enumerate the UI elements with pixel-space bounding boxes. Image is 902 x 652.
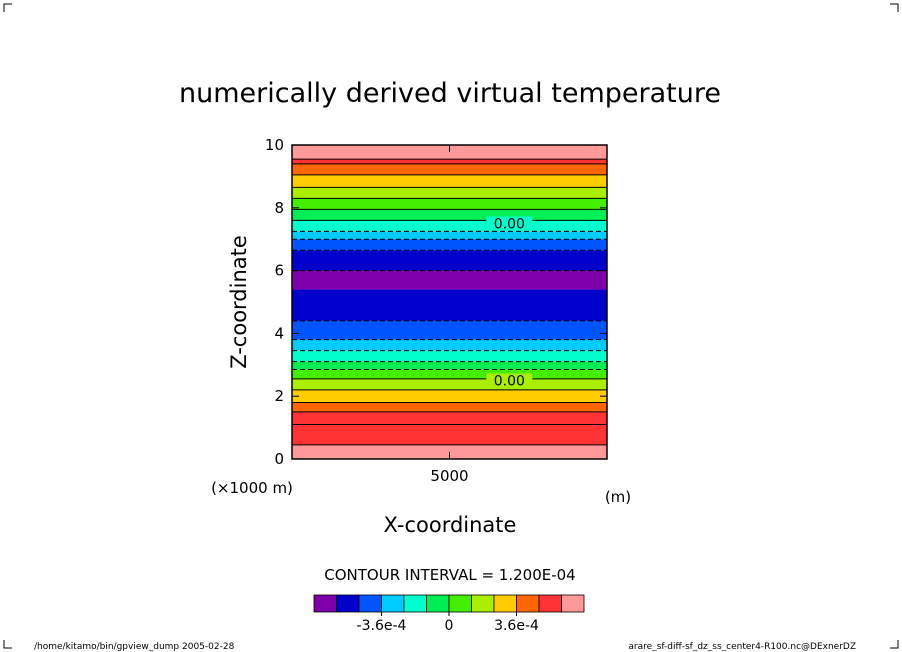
colorbar-cell <box>381 594 405 613</box>
band <box>292 320 607 340</box>
contour-label-bg <box>486 373 533 388</box>
colorbar-cell <box>561 594 585 613</box>
corner-marks <box>3 3 899 649</box>
colorbar-cell <box>313 594 337 613</box>
band <box>292 270 607 290</box>
band <box>292 444 607 459</box>
z-unit-label: (×1000 m) <box>211 479 293 497</box>
band <box>292 361 607 370</box>
contour-label: 0.00 <box>494 217 525 233</box>
y-tick-label: 10 <box>265 136 284 154</box>
band <box>292 209 607 221</box>
band <box>292 239 607 251</box>
x-tick-label: 5000 <box>430 467 468 485</box>
band <box>292 187 607 199</box>
contour-interval-text: CONTOUR INTERVAL = 1.200E-04 <box>324 566 575 584</box>
band <box>292 411 607 425</box>
contour-labels: 0.00 0.00 <box>486 216 533 390</box>
band <box>292 159 607 164</box>
colorbar-cell <box>516 594 540 613</box>
band <box>292 389 607 403</box>
band <box>292 145 607 160</box>
y-tick-label: 2 <box>274 387 284 405</box>
band <box>292 378 607 390</box>
x-unit-label: (m) <box>605 488 631 506</box>
band <box>292 163 607 175</box>
contour-lines <box>292 158 607 446</box>
x-axis-label: X-coordinate <box>384 513 517 537</box>
colorbar <box>313 594 585 613</box>
band <box>292 174 607 188</box>
colorbar-label: -3.6e-4 <box>357 618 407 634</box>
band <box>292 350 607 362</box>
footer-right: arare_sf-diff-sf_dz_ss_center4-R100.nc@D… <box>628 642 856 652</box>
colorbar-cell <box>426 594 450 613</box>
chart-title: numerically derived virtual temperature <box>179 78 721 109</box>
band <box>292 289 607 321</box>
y-tick-label: 4 <box>274 324 284 342</box>
y-axis-ticks: 0 2 4 6 8 10 <box>265 136 607 468</box>
band <box>292 369 607 379</box>
colorbar-label: 0 <box>445 618 454 634</box>
colorbar-cell <box>538 594 562 613</box>
colorbar-cell <box>448 594 472 613</box>
y-tick-label: 6 <box>274 262 284 280</box>
colorbar-cell <box>471 594 495 613</box>
filled-bands <box>292 145 607 459</box>
band <box>292 424 607 445</box>
band <box>292 402 607 412</box>
colorbar-cell <box>403 594 427 613</box>
colorbar-labels: -3.6e-4 0 3.6e-4 <box>357 612 539 634</box>
colorbar-label: 3.6e-4 <box>494 618 539 634</box>
contour-label-bg <box>486 216 533 231</box>
x-axis-ticks: 5000 <box>430 145 469 485</box>
band <box>292 231 607 240</box>
band <box>292 250 607 271</box>
contour-label: 0.00 <box>494 374 525 390</box>
band <box>292 220 607 232</box>
y-axis-label: Z-coordinate <box>227 235 251 369</box>
y-tick-label: 0 <box>274 450 284 468</box>
colorbar-cell <box>493 594 517 613</box>
band <box>292 198 607 210</box>
colorbar-cell <box>336 594 360 613</box>
band <box>292 339 607 351</box>
colorbar-cell <box>358 594 382 613</box>
y-tick-label: 8 <box>274 199 284 217</box>
footer-left: /home/kitamo/bin/gpview_dump 2005-02-28 <box>34 642 235 652</box>
